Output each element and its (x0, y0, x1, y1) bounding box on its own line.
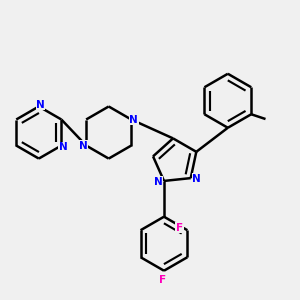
Text: N: N (79, 141, 88, 151)
Text: N: N (36, 100, 45, 110)
Text: F: F (159, 274, 166, 285)
Text: N: N (154, 177, 163, 187)
Text: N: N (192, 174, 201, 184)
Text: F: F (176, 223, 183, 233)
Text: N: N (58, 142, 67, 152)
Text: N: N (129, 115, 138, 124)
